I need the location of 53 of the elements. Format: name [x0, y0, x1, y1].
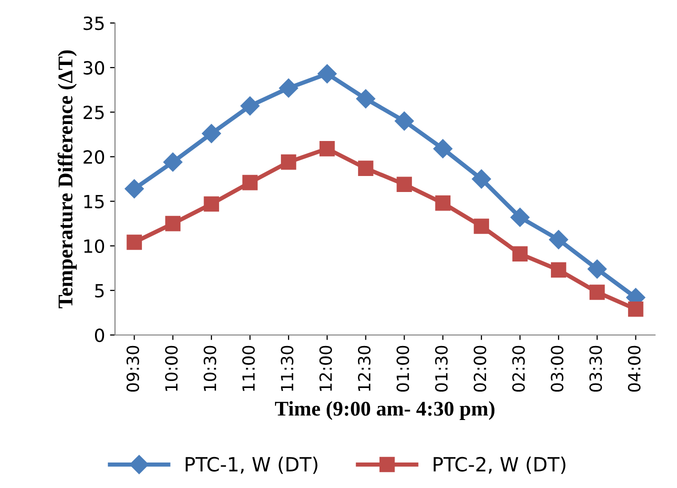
x-axis-title: Time (9:00 am- 4:30 pm) — [275, 401, 494, 420]
x-tick-label: 12:00 — [319, 346, 332, 391]
y-axis-title: Temperature Difference (ΔT) — [58, 50, 77, 308]
y-tick-label: 20 — [84, 150, 104, 164]
x-tick-label: 12:30 — [358, 346, 371, 391]
point — [204, 196, 220, 212]
point — [474, 218, 490, 234]
point — [394, 112, 414, 131]
point — [396, 176, 412, 192]
point — [318, 64, 337, 84]
x-tick-label: 03:30 — [589, 346, 602, 392]
point — [240, 96, 260, 116]
point — [512, 246, 528, 262]
point — [510, 208, 530, 227]
point — [356, 89, 376, 108]
point — [433, 139, 452, 158]
legend-label: PTC-1, W (DT) — [186, 456, 318, 474]
point — [628, 302, 644, 317]
point — [550, 262, 566, 278]
x-tick-label: 02:00 — [474, 346, 486, 392]
x-tick-label: 10:00 — [165, 346, 178, 391]
point — [280, 154, 296, 170]
point — [472, 169, 491, 189]
point — [435, 195, 450, 211]
y-tick-label: 0 — [94, 328, 104, 342]
point — [202, 124, 221, 144]
point — [588, 260, 607, 279]
point — [279, 78, 298, 98]
point — [163, 152, 182, 172]
point — [242, 174, 258, 190]
y-tick-label: 10 — [84, 239, 104, 253]
x-tick-label: 04:00 — [628, 346, 641, 392]
x-tick-label: 01:30 — [435, 346, 448, 392]
x-tick-label: 10:30 — [204, 346, 216, 391]
y-tick-label: 35 — [84, 16, 104, 30]
x-tick-label: 01:00 — [396, 346, 410, 392]
y-tick-label: 15 — [84, 194, 104, 208]
point — [165, 216, 180, 232]
point — [549, 230, 568, 250]
x-tick-label: 03:00 — [550, 346, 564, 392]
point — [124, 179, 144, 198]
point — [590, 284, 605, 300]
y-tick-label: 5 — [95, 284, 104, 298]
x-tick-label: 02:30 — [512, 346, 525, 392]
point — [320, 141, 335, 156]
point — [126, 234, 142, 250]
legend-label: PTC-2, W (DT) — [434, 456, 566, 474]
y-tick-label: 25 — [84, 106, 104, 120]
x-tick-label: 11:30 — [280, 346, 294, 391]
x-tick-label: 11:00 — [242, 346, 255, 391]
x-tick-label: 09:30 — [126, 346, 140, 392]
y-tick-label: 30 — [84, 61, 104, 75]
point — [358, 160, 374, 176]
